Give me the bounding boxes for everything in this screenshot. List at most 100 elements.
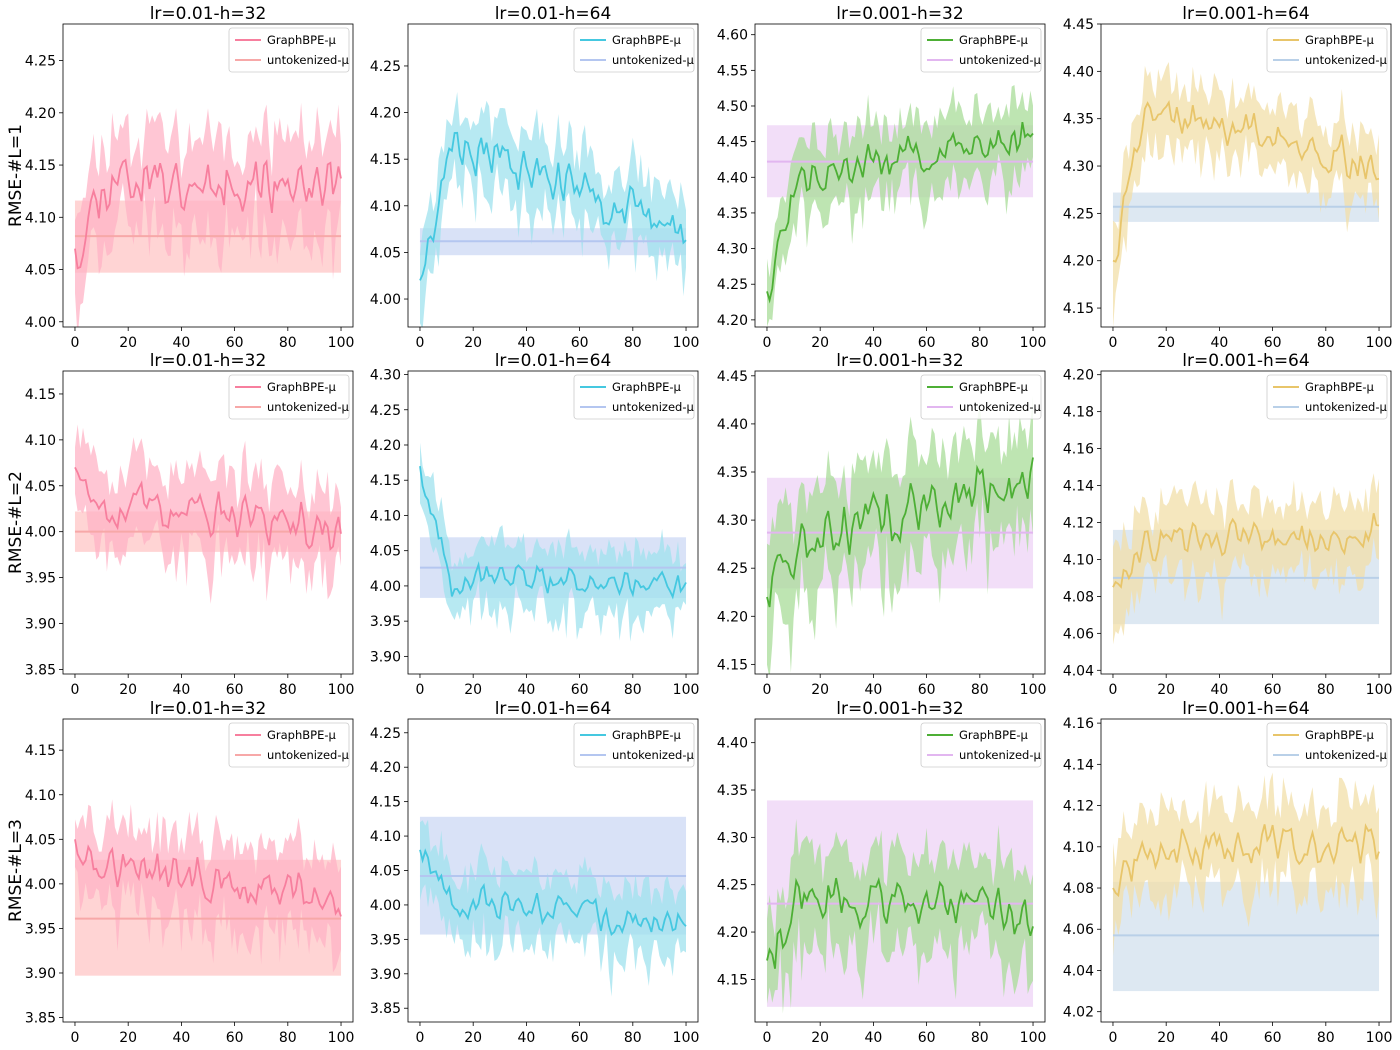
graphbpe-std-band — [1113, 473, 1379, 645]
x-tick-label: 60 — [918, 1030, 936, 1046]
y-tick-label: 4.05 — [370, 245, 401, 261]
x-tick-label: 0 — [416, 335, 425, 351]
x-tick-label: 100 — [1020, 682, 1047, 698]
graphbpe-std-band — [420, 92, 686, 327]
y-tick-label: 3.90 — [25, 966, 56, 982]
x-tick-label: 20 — [811, 682, 829, 698]
axes-frame — [754, 23, 1046, 328]
x-tick-label: 0 — [763, 1030, 772, 1046]
y-tick-label: 4.15 — [370, 152, 401, 168]
graphbpe-std-band — [1113, 62, 1379, 327]
y-tick-label: 4.30 — [717, 830, 748, 846]
x-tick-label: 100 — [673, 682, 700, 698]
x-tick-label: 20 — [1157, 1030, 1175, 1046]
subplot-title: lr=0.01-h=32 — [150, 351, 267, 371]
y-tick-label: 4.55 — [717, 63, 748, 79]
legend: GraphBPE-μ untokenized-μ — [573, 374, 694, 420]
x-tick-label: 80 — [1317, 1030, 1335, 1046]
legend-label-graphbpe: GraphBPE-μ — [959, 33, 1029, 47]
y-tick-label: 4.25 — [370, 726, 401, 742]
y-tick-label: 4.40 — [717, 170, 748, 186]
plot-area — [1112, 62, 1380, 327]
y-tick-label: 4.08 — [1063, 589, 1094, 605]
graphbpe-mean-line — [1112, 512, 1380, 589]
subplot-title: lr=0.01-h=64 — [495, 4, 612, 24]
y-tick-label: 4.15 — [25, 387, 56, 403]
subplot-title: lr=0.01-h=64 — [495, 699, 612, 719]
y-tick-label: 4.60 — [717, 28, 748, 44]
x-tick-label: 40 — [864, 1030, 882, 1046]
legend-label-untokenized: untokenized-μ — [267, 53, 349, 67]
x-tick-label: 0 — [71, 335, 80, 351]
y-tick-label: 4.18 — [1063, 405, 1094, 421]
plot-area — [419, 442, 687, 642]
legend-label-untokenized: untokenized-μ — [267, 400, 349, 414]
x-tick-label: 0 — [763, 335, 772, 351]
row-ylabel: RMSE-#L=3 — [6, 819, 26, 922]
y-tick-label: 4.05 — [25, 263, 56, 279]
y-tick-label: 4.10 — [370, 829, 401, 845]
y-tick-label: 4.15 — [370, 473, 401, 489]
legend-label-untokenized: untokenized-μ — [1305, 400, 1387, 414]
y-tick-label: 4.20 — [25, 106, 56, 122]
graphbpe-mean-line — [74, 466, 342, 551]
y-tick-label: 4.00 — [25, 525, 56, 541]
legend-label-untokenized: untokenized-μ — [612, 53, 694, 67]
x-tick-label: 100 — [1366, 682, 1393, 698]
legend: GraphBPE-μ untokenized-μ — [1266, 374, 1387, 420]
x-tick-label: 20 — [464, 682, 482, 698]
x-tick-label: 20 — [811, 335, 829, 351]
y-tick-label: 4.05 — [25, 832, 56, 848]
graphbpe-std-band — [767, 818, 1033, 1014]
x-tick-label: 40 — [172, 682, 190, 698]
subplot-2-4: 4.04 4.06 4.08 4.10 4.12 4.14 4.16 4.18 4.20 0 20 4… — [1063, 351, 1393, 698]
y-tick-label: 3.85 — [25, 1011, 56, 1027]
x-tick-label: 60 — [571, 335, 589, 351]
legend-label-graphbpe: GraphBPE-μ — [612, 728, 682, 742]
legend-label-untokenized: untokenized-μ — [612, 400, 694, 414]
x-tick-label: 100 — [1366, 335, 1393, 351]
y-tick-label: 4.10 — [25, 788, 56, 804]
subplot-3-3: 4.15 4.20 4.25 4.30 4.35 4.40 0 20 40 60 80 100 lr=0… — [717, 699, 1047, 1046]
y-tick-label: 4.25 — [717, 277, 748, 293]
plot-area — [766, 85, 1034, 327]
axes-frame — [754, 718, 1046, 1023]
legend-label-untokenized: untokenized-μ — [959, 400, 1041, 414]
y-tick-label: 4.20 — [370, 106, 401, 122]
y-tick-label: 4.45 — [1063, 17, 1094, 33]
subplot-1-3: 4.20 4.25 4.30 4.35 4.40 4.45 4.50 4.55 4.60 0 20 4… — [717, 4, 1047, 351]
x-tick-label: 20 — [119, 335, 137, 351]
subplot-title: lr=0.001-h=32 — [836, 4, 963, 24]
subplot-3-4: 4.02 4.04 4.06 4.08 4.10 4.12 4.14 4.16 0 20 40 60 8… — [1063, 699, 1393, 1046]
graphbpe-mean-line — [1112, 99, 1380, 263]
graphbpe-std-band — [420, 819, 686, 997]
y-tick-label: 4.20 — [717, 313, 748, 329]
x-tick-label: 0 — [71, 682, 80, 698]
y-tick-label: 4.25 — [25, 54, 56, 70]
y-tick-label: 3.90 — [25, 617, 56, 633]
y-tick-label: 4.35 — [717, 465, 748, 481]
y-tick-label: 3.85 — [25, 662, 56, 678]
subplot-2-3: 4.15 4.20 4.25 4.30 4.35 4.40 4.45 0 20 40 60 80 100… — [717, 351, 1047, 698]
y-tick-label: 4.15 — [25, 743, 56, 759]
y-tick-label: 4.12 — [1063, 799, 1094, 815]
x-tick-label: 20 — [119, 682, 137, 698]
x-tick-label: 40 — [1210, 682, 1228, 698]
y-tick-label: 4.35 — [717, 783, 748, 799]
legend: GraphBPE-μ untokenized-μ — [920, 722, 1041, 768]
x-tick-label: 60 — [1264, 335, 1282, 351]
subplot-2-1: 3.85 3.90 3.95 4.00 4.05 4.10 4.15 0 20 40 60 80 100… — [25, 351, 355, 698]
y-tick-label: 4.30 — [717, 513, 748, 529]
axes-frame — [1100, 23, 1392, 328]
x-tick-label: 0 — [763, 682, 772, 698]
legend-label-graphbpe: GraphBPE-μ — [612, 380, 682, 394]
x-tick-label: 0 — [71, 1030, 80, 1046]
y-tick-label: 3.95 — [25, 571, 56, 587]
x-tick-label: 100 — [1366, 1030, 1393, 1046]
subplot-title: lr=0.01-h=32 — [150, 699, 267, 719]
graphbpe-mean-line — [1112, 823, 1380, 898]
x-tick-label: 60 — [1264, 1030, 1282, 1046]
x-tick-label: 100 — [673, 335, 700, 351]
y-tick-label: 4.40 — [1063, 64, 1094, 80]
x-tick-label: 80 — [279, 335, 297, 351]
